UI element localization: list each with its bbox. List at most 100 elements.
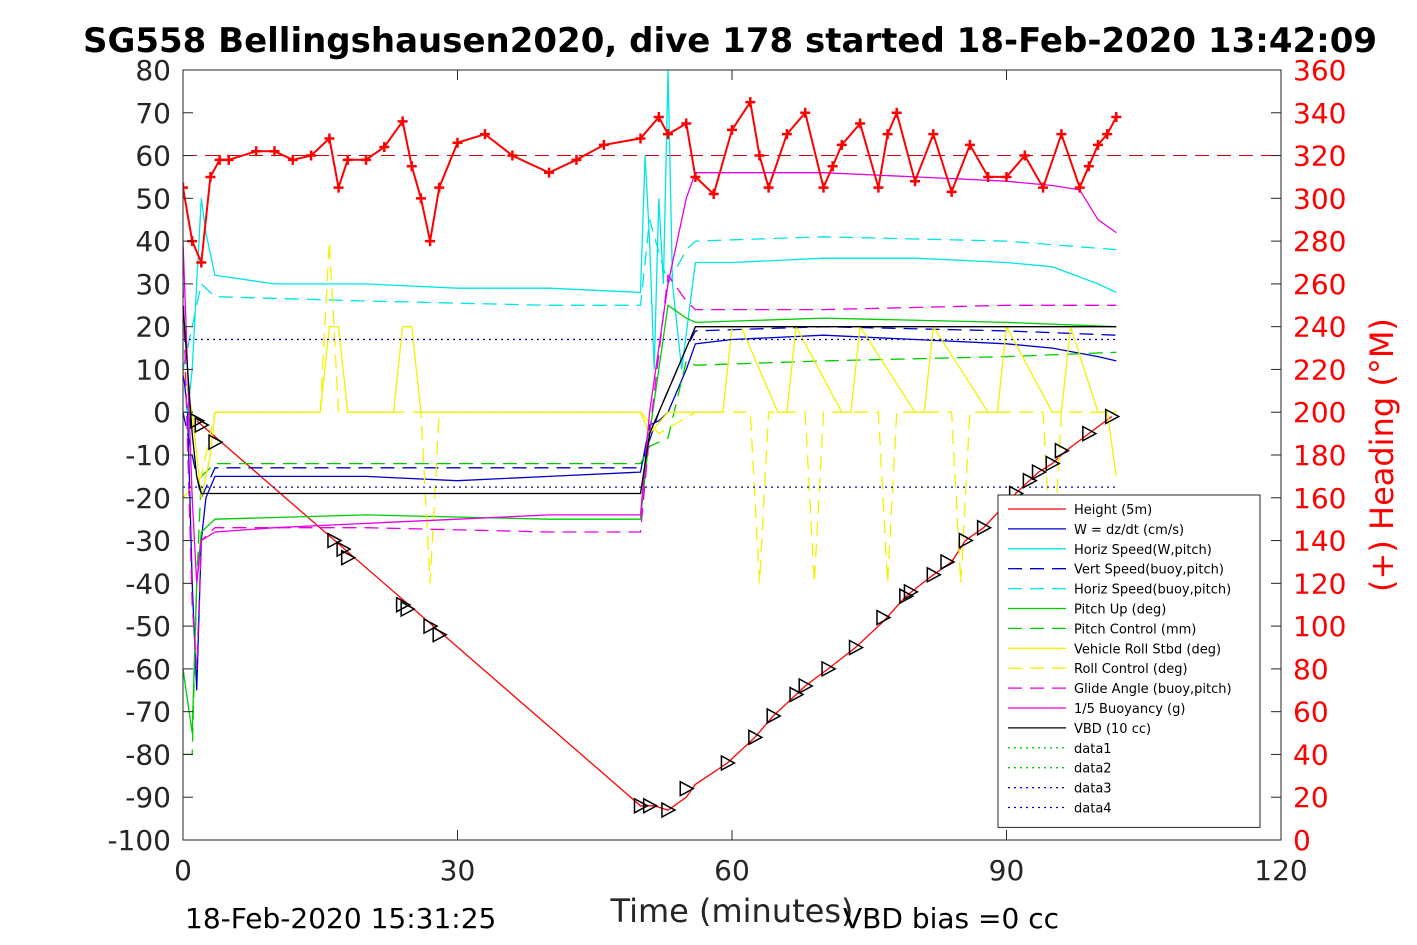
- legend-label-w-dz-dt-cm-s: W = dz/dt (cm/s): [1074, 523, 1184, 538]
- heading-point: [1056, 129, 1067, 140]
- heading-point: [425, 236, 436, 247]
- series-line-roll-control-deg: [183, 241, 1117, 584]
- heading-point: [855, 118, 866, 129]
- depth-marker: [395, 596, 412, 613]
- legend-label-vbd-10-cc: VBD (10 cc): [1074, 722, 1151, 737]
- depth-marker: [1022, 472, 1038, 489]
- y-right-tick-label: 300: [1293, 182, 1346, 215]
- heading-point: [415, 193, 426, 204]
- series-line-vehicle-roll-stbd-deg: [183, 324, 1117, 498]
- x-tick-label: 30: [440, 854, 476, 887]
- heading-point: [1001, 171, 1012, 182]
- depth-marker: [821, 660, 837, 678]
- footer-vbd-bias: VBD bias =0 cc: [843, 902, 1059, 935]
- depth-marker: [1054, 442, 1070, 459]
- y-left-tick-label: -10: [125, 439, 171, 472]
- y-left-tick-label: 10: [135, 353, 171, 386]
- series-line-vert-speed-buoy-pitch: [183, 326, 1117, 500]
- heading-point: [507, 150, 518, 161]
- y-left-tick-label: -60: [125, 653, 171, 686]
- heading-point: [964, 139, 975, 150]
- x-tick-label: 120: [1254, 854, 1307, 887]
- y-left-tick-label: 30: [135, 268, 171, 301]
- y-right-tick-label: 60: [1293, 696, 1329, 729]
- y-left-tick-label: -90: [125, 781, 171, 814]
- y-left-tick-label: -30: [125, 525, 171, 558]
- heading-point: [836, 139, 847, 150]
- heading-point: [928, 129, 939, 140]
- heading-point: [324, 133, 335, 144]
- y-right-tick-label: 360: [1293, 54, 1346, 87]
- depth-marker: [661, 801, 677, 819]
- legend-label-pitch-up-deg: Pitch Up (deg): [1074, 603, 1166, 618]
- y-left-tick-label: 70: [135, 97, 171, 130]
- depth-marker: [1031, 463, 1048, 481]
- depth-marker: [789, 686, 805, 703]
- y-right-tick-label: 100: [1293, 610, 1346, 643]
- heading-point: [452, 137, 463, 148]
- heading-point: [434, 182, 445, 193]
- depth-marker: [1082, 425, 1098, 442]
- heading-point: [406, 161, 417, 172]
- heading-point: [745, 97, 756, 108]
- depth-marker: [720, 754, 737, 772]
- heading-point: [223, 154, 234, 165]
- heading-point: [763, 182, 774, 193]
- y-left-tick-label: 80: [135, 54, 171, 87]
- heading-point: [342, 154, 353, 165]
- series-line-horiz-speed-buoy-pitch: [183, 219, 1117, 370]
- x-tick-label: 60: [714, 854, 750, 887]
- footer-timestamp: 18-Feb-2020 15:31:25: [185, 902, 496, 935]
- heading-point: [361, 154, 371, 165]
- y-right-tick-label: 40: [1293, 738, 1329, 771]
- heading-point: [287, 154, 298, 165]
- heading-point: [1019, 150, 1030, 161]
- heading-point: [269, 146, 280, 157]
- depth-marker: [1045, 455, 1061, 472]
- depth-marker: [976, 519, 993, 536]
- heading-point: [251, 146, 262, 157]
- legend-label-pitch-control-mm: Pitch Control (mm): [1074, 622, 1196, 637]
- heading-point: [754, 150, 765, 161]
- depth-marker: [958, 532, 974, 549]
- legend-label-height-5m: Height (5m): [1074, 503, 1152, 518]
- legend-label-vert-speed-buoy-pitch: Vert Speed(buoy,pitch): [1074, 563, 1224, 578]
- heading-point: [214, 154, 225, 165]
- y-left-tick-label: -100: [107, 824, 171, 857]
- depth-marker: [194, 416, 210, 434]
- depth-marker: [1104, 408, 1121, 425]
- depth-marker: [876, 609, 892, 626]
- heading-point: [1074, 182, 1085, 193]
- heading-point: [827, 161, 838, 172]
- y-right-tick-label: 0: [1293, 824, 1311, 857]
- y-left-tick-label: -50: [125, 610, 171, 643]
- ticks-layer: 0 30 60 90 12080706050403020100-10-20-30-40-…: [107, 54, 1346, 887]
- series-line-horiz-speed-w-pitch: [183, 70, 1117, 413]
- depth-marker: [679, 780, 695, 797]
- y-left-tick-label: -80: [125, 738, 171, 771]
- depth-marker: [899, 587, 915, 605]
- plot-frame: [182, 69, 1282, 841]
- y-left-tick-label: 0: [153, 396, 171, 429]
- heading-point: [800, 107, 811, 118]
- legend-label-data3: data3: [1074, 782, 1112, 797]
- legend-label-vehicle-roll-stbd-deg: Vehicle Roll Stbd (deg): [1074, 642, 1221, 657]
- heading-point: [183, 182, 188, 193]
- heading-point: [1102, 129, 1113, 140]
- heading-point: [333, 182, 344, 193]
- depth-marker: [766, 707, 782, 725]
- y-right-tick-label: 200: [1293, 396, 1346, 429]
- depth-marker: [748, 729, 764, 746]
- legend-label-data1: data1: [1074, 742, 1112, 757]
- heading-point: [653, 112, 664, 123]
- heading-point: [598, 139, 609, 150]
- legend-label-glide-angle-buoy-pitch: Glide Angle (buoy,pitch): [1074, 682, 1232, 697]
- y-right-tick-label: 320: [1293, 140, 1346, 173]
- legend-box: [997, 494, 1261, 828]
- depth-marker: [208, 433, 224, 451]
- heading-point: [1111, 112, 1122, 123]
- heading-point: [1093, 139, 1103, 150]
- heading-point: [873, 182, 884, 193]
- legend: Height (5m) W = dz/dt (cm/s) Horiz Speed(W…: [997, 494, 1261, 828]
